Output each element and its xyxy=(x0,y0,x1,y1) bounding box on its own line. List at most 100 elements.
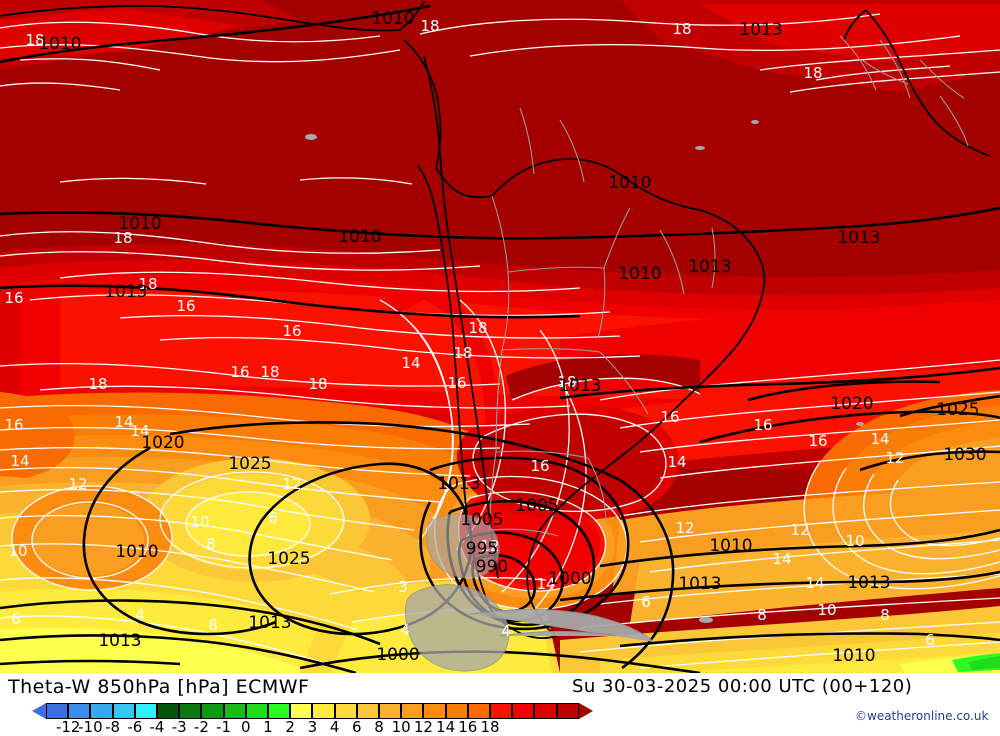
legend-swatch-22[interactable] xyxy=(534,703,557,719)
svg-text:16: 16 xyxy=(660,408,679,426)
svg-text:16: 16 xyxy=(530,457,549,475)
page-title: Theta-W 850hPa [hPa] ECMWF xyxy=(8,676,310,698)
svg-text:1013: 1013 xyxy=(678,574,721,594)
svg-text:1010: 1010 xyxy=(118,214,161,234)
legend-tick-12: 12 xyxy=(413,718,433,736)
legend-swatch-5[interactable] xyxy=(157,703,180,719)
svg-text:1010: 1010 xyxy=(618,264,661,284)
legend-tick--12: -12 xyxy=(55,718,81,736)
legend-swatch-13[interactable] xyxy=(334,703,357,719)
svg-text:12: 12 xyxy=(885,449,904,467)
svg-text:14: 14 xyxy=(667,453,686,471)
svg-text:1020: 1020 xyxy=(141,433,184,453)
legend-swatch-0[interactable] xyxy=(46,703,69,719)
svg-text:1030: 1030 xyxy=(943,445,986,465)
legend-swatch-9[interactable] xyxy=(245,703,268,719)
svg-text:18: 18 xyxy=(25,31,44,49)
map-canvas[interactable]: 18 18 18 16 16 18 16 18 18 14 14 12 14 1… xyxy=(0,0,1000,673)
legend-swatch-4[interactable] xyxy=(134,703,157,719)
legend-tick-0: 0 xyxy=(241,718,251,736)
svg-text:6: 6 xyxy=(11,610,21,628)
svg-text:10: 10 xyxy=(845,532,864,550)
svg-text:12: 12 xyxy=(480,537,499,555)
copyright-credit: ©weatheronline.co.uk xyxy=(855,709,989,723)
svg-text:1000: 1000 xyxy=(376,645,419,665)
legend-tick--4: -4 xyxy=(149,718,165,736)
svg-text:18: 18 xyxy=(308,375,327,393)
svg-text:18: 18 xyxy=(420,17,439,35)
legend-tick-6: 6 xyxy=(352,718,362,736)
svg-text:16: 16 xyxy=(282,322,301,340)
legend-swatch-18[interactable] xyxy=(445,703,468,719)
svg-text:1025: 1025 xyxy=(267,549,310,569)
country-borders xyxy=(489,35,969,537)
svg-text:4: 4 xyxy=(400,621,410,639)
legend-right-cap xyxy=(578,703,593,719)
svg-text:995: 995 xyxy=(466,539,498,559)
legend-swatch-17[interactable] xyxy=(423,703,446,719)
svg-text:12: 12 xyxy=(790,521,809,539)
legend-swatch-21[interactable] xyxy=(512,703,535,719)
legend-swatch-15[interactable] xyxy=(379,703,402,719)
legend-swatch-8[interactable] xyxy=(223,703,246,719)
legend-swatch-2[interactable] xyxy=(90,703,113,719)
svg-text:1010: 1010 xyxy=(608,173,651,193)
svg-text:18: 18 xyxy=(557,373,576,391)
legend-swatch-3[interactable] xyxy=(112,703,135,719)
svg-text:16: 16 xyxy=(4,289,23,307)
legend-swatch-12[interactable] xyxy=(312,703,335,719)
antarctic-coast xyxy=(404,513,655,672)
svg-text:16: 16 xyxy=(176,297,195,315)
svg-text:1025: 1025 xyxy=(936,400,979,420)
svg-text:16: 16 xyxy=(447,374,466,392)
svg-text:6: 6 xyxy=(268,509,278,527)
svg-text:14: 14 xyxy=(772,550,791,568)
svg-text:1005: 1005 xyxy=(515,496,558,516)
svg-text:8: 8 xyxy=(206,535,216,553)
svg-text:14: 14 xyxy=(536,575,555,593)
svg-text:1010: 1010 xyxy=(709,536,752,556)
svg-text:1010: 1010 xyxy=(38,34,81,54)
legend-tick-2: 2 xyxy=(285,718,295,736)
svg-text:14: 14 xyxy=(870,430,889,448)
svg-text:4: 4 xyxy=(501,622,511,640)
svg-text:8: 8 xyxy=(208,616,218,634)
coastlines xyxy=(0,1,991,639)
svg-text:18: 18 xyxy=(672,20,691,38)
svg-text:6: 6 xyxy=(641,593,651,611)
svg-text:1013: 1013 xyxy=(837,228,880,248)
svg-text:1013: 1013 xyxy=(248,613,291,633)
svg-text:1010: 1010 xyxy=(832,646,875,666)
legend-swatch-6[interactable] xyxy=(179,703,202,719)
svg-text:16: 16 xyxy=(753,416,772,434)
svg-text:18: 18 xyxy=(88,375,107,393)
legend-swatch-23[interactable] xyxy=(556,703,579,719)
svg-text:1025: 1025 xyxy=(228,454,271,474)
svg-text:1013: 1013 xyxy=(739,20,782,40)
legend-swatch-10[interactable] xyxy=(268,703,291,719)
svg-text:1010: 1010 xyxy=(338,227,381,247)
svg-text:14: 14 xyxy=(114,413,133,431)
legend-swatch-16[interactable] xyxy=(401,703,424,719)
svg-text:1013: 1013 xyxy=(437,474,480,494)
svg-text:1010: 1010 xyxy=(115,542,158,562)
svg-text:8: 8 xyxy=(880,606,890,624)
legend-swatch-1[interactable] xyxy=(68,703,91,719)
islands xyxy=(305,120,864,623)
svg-text:18: 18 xyxy=(138,275,157,293)
legend-tick-3: 3 xyxy=(307,718,318,736)
legend-swatch-14[interactable] xyxy=(356,703,379,719)
footer-bar: Theta-W 850hPa [hPa] ECMWF Su 30-03-2025… xyxy=(0,673,1000,736)
svg-text:1010: 1010 xyxy=(371,9,414,29)
legend-tick--8: -8 xyxy=(105,718,121,736)
svg-text:10: 10 xyxy=(817,601,836,619)
legend-swatch-7[interactable] xyxy=(201,703,224,719)
legend-tick-16: 16 xyxy=(458,718,478,736)
svg-text:14: 14 xyxy=(401,354,420,372)
legend-swatch-20[interactable] xyxy=(490,703,513,719)
legend-swatch-11[interactable] xyxy=(290,703,313,719)
svg-text:14: 14 xyxy=(10,452,29,470)
legend-swatch-19[interactable] xyxy=(467,703,490,719)
svg-text:4: 4 xyxy=(135,606,145,624)
